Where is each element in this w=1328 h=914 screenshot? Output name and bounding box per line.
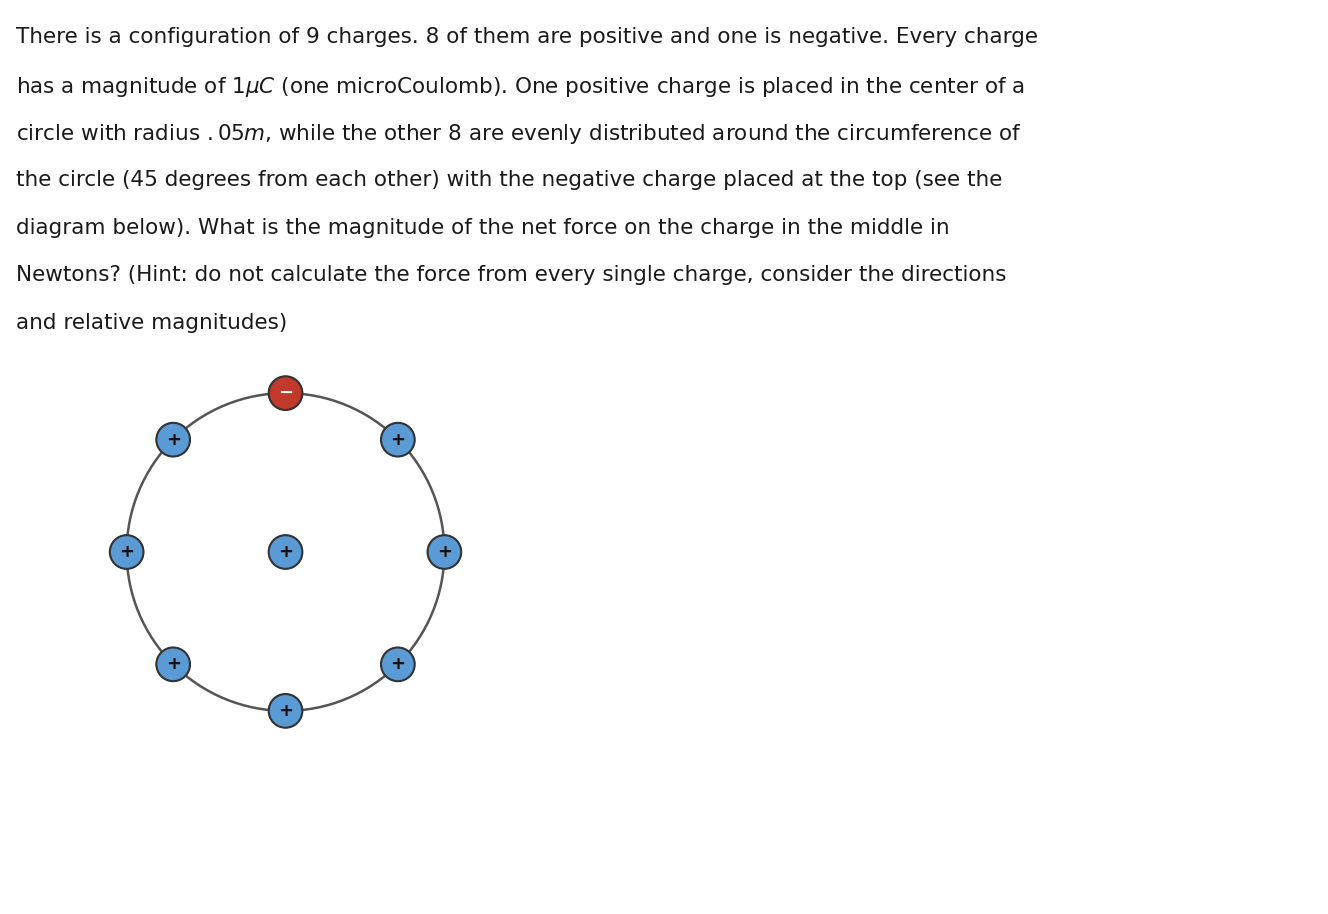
Circle shape	[268, 377, 303, 410]
Text: Newtons? (Hint: do not calculate the force from every single charge, consider th: Newtons? (Hint: do not calculate the for…	[16, 265, 1007, 285]
Text: +: +	[166, 430, 181, 449]
Text: +: +	[278, 543, 293, 561]
Text: There is a configuration of 9 charges. 8 of them are positive and one is negativ: There is a configuration of 9 charges. 8…	[16, 27, 1038, 48]
Circle shape	[268, 536, 303, 569]
Text: diagram below). What is the magnitude of the net force on the charge in the midd: diagram below). What is the magnitude of…	[16, 218, 950, 238]
Circle shape	[157, 423, 190, 456]
Text: +: +	[390, 430, 405, 449]
Circle shape	[110, 536, 143, 569]
Circle shape	[381, 423, 414, 456]
Text: −: −	[278, 384, 293, 402]
Text: circle with radius $.05m$, while the other 8 are evenly distributed around the c: circle with radius $.05m$, while the oth…	[16, 122, 1021, 146]
Circle shape	[381, 647, 414, 681]
Circle shape	[268, 694, 303, 728]
Text: +: +	[278, 702, 293, 720]
Circle shape	[157, 647, 190, 681]
Circle shape	[428, 536, 461, 569]
Text: +: +	[120, 543, 134, 561]
Text: has a magnitude of $1\mu C$ (one microCoulomb). One positive charge is placed in: has a magnitude of $1\mu C$ (one microCo…	[16, 75, 1025, 99]
Text: the circle (45 degrees from each other) with the negative charge placed at the t: the circle (45 degrees from each other) …	[16, 170, 1003, 190]
Text: +: +	[166, 655, 181, 674]
Text: +: +	[390, 655, 405, 674]
Text: and relative magnitudes): and relative magnitudes)	[16, 313, 287, 333]
Text: +: +	[437, 543, 452, 561]
